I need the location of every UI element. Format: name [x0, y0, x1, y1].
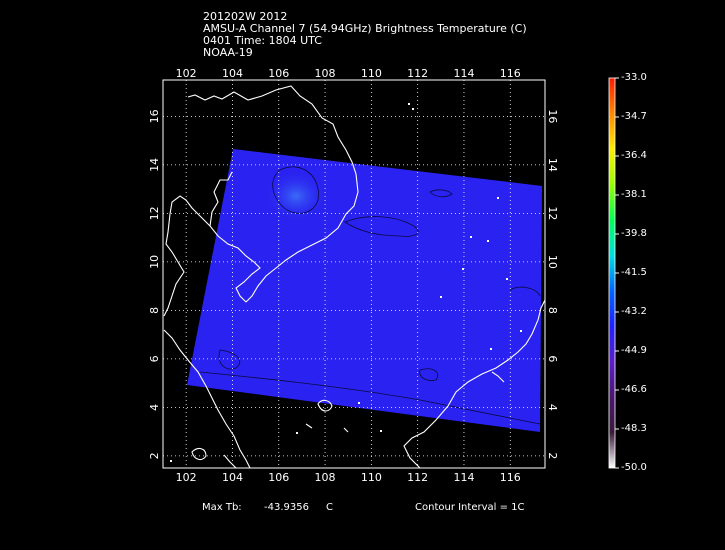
- lat-tick-right-16: 16: [546, 109, 559, 123]
- lat-tick-right-6: 6: [546, 355, 559, 362]
- island-7: [506, 278, 508, 280]
- title-line-channel: AMSU-A Channel 7 (54.94GHz) Brightness T…: [203, 22, 527, 35]
- contour-interval: Contour Interval = 1C: [415, 502, 525, 513]
- lat-tick-right-8: 8: [546, 307, 559, 314]
- lat-tick-left-4: 4: [148, 404, 161, 411]
- island-12: [380, 430, 382, 432]
- brightness-swath: [187, 149, 542, 432]
- lat-tick-left-10: 10: [148, 255, 161, 269]
- lon-tick-labels-top: 102 104 106 108 110 112 114 116: [176, 67, 521, 80]
- colorbar-label: -33.0: [621, 72, 647, 83]
- gridlines: [163, 80, 545, 468]
- island-6: [462, 268, 464, 270]
- lon-tick-labels-bottom: 102 104 106 108 110 112 114 116: [176, 471, 521, 484]
- lat-tick-left-2: 2: [148, 452, 161, 459]
- lat-tick-labels-right: 2 4 6 8 10 12 14 16: [546, 109, 559, 459]
- max-tb-value: -43.9356: [264, 502, 309, 513]
- swath-polygon: [187, 149, 542, 432]
- lat-tick-right-12: 12: [546, 206, 559, 220]
- coastline-segment-9: [305, 423, 313, 429]
- coastline-segment-1: [187, 85, 359, 303]
- title-line-satellite: NOAA-19: [203, 46, 253, 59]
- title-line-date: 201202W 2012: [203, 10, 288, 23]
- lon-tick-bottom-114: 114: [453, 471, 474, 484]
- colorbar: [608, 77, 619, 469]
- lat-tick-left-14: 14: [148, 158, 161, 172]
- colorbar-ramp: [608, 77, 616, 469]
- lon-tick-top-112: 112: [407, 67, 428, 80]
- coastline-segment-10: [343, 427, 349, 433]
- island-14: [170, 460, 172, 462]
- coastline-segment-3: [169, 195, 211, 227]
- lon-tick-top-106: 106: [268, 67, 289, 80]
- title-line-time: 0401 Time: 1804 UTC: [203, 34, 322, 47]
- colorbar-label: -44.9: [621, 345, 647, 356]
- coastline-segment-5: [163, 329, 251, 469]
- colorbar-label: -34.7: [621, 111, 647, 122]
- coastline-segment-8: [317, 399, 333, 412]
- coastline-segment-4: [163, 213, 185, 317]
- lat-tick-right-4: 4: [546, 404, 559, 411]
- lon-tick-top-110: 110: [361, 67, 382, 80]
- lon-tick-top-116: 116: [500, 67, 521, 80]
- lat-tick-right-10: 10: [546, 255, 559, 269]
- max-tb-unit: C: [326, 502, 333, 513]
- lat-tick-left-6: 6: [148, 355, 161, 362]
- colorbar-label: -41.5: [621, 267, 647, 278]
- island-11: [440, 296, 442, 298]
- coastline-segment-11: [191, 447, 207, 461]
- lon-tick-top-102: 102: [176, 67, 197, 80]
- max-tb-label: Max Tb:: [202, 502, 242, 513]
- island-13: [296, 432, 298, 434]
- colorbar-label: -39.8: [621, 228, 647, 239]
- colorbar-label: -46.6: [621, 384, 647, 395]
- island-9: [490, 348, 492, 350]
- lon-tick-top-114: 114: [453, 67, 474, 80]
- lon-tick-bottom-102: 102: [176, 471, 197, 484]
- colorbar-label: -38.1: [621, 189, 647, 200]
- island-2: [412, 108, 414, 110]
- island-8: [520, 330, 522, 332]
- lon-tick-bottom-104: 104: [222, 471, 243, 484]
- lon-tick-top-108: 108: [315, 67, 336, 80]
- lon-tick-bottom-108: 108: [315, 471, 336, 484]
- lon-tick-bottom-106: 106: [268, 471, 289, 484]
- lon-tick-top-104: 104: [222, 67, 243, 80]
- coastline-segment-6: [403, 299, 546, 469]
- coastline-segment-7: [491, 371, 505, 383]
- lon-tick-bottom-116: 116: [500, 471, 521, 484]
- coastlines: [163, 85, 546, 469]
- lat-tick-left-12: 12: [148, 206, 161, 220]
- island-3: [497, 197, 499, 199]
- lon-tick-bottom-110: 110: [361, 471, 382, 484]
- lat-tick-left-8: 8: [148, 307, 161, 314]
- lat-tick-right-14: 14: [546, 158, 559, 172]
- island-1: [408, 103, 410, 105]
- coastline-segment-2: [209, 171, 261, 303]
- lon-tick-bottom-112: 112: [407, 471, 428, 484]
- colorbar-label: -50.0: [621, 462, 647, 473]
- island-5: [487, 240, 489, 242]
- map-frame: [162, 79, 546, 469]
- colorbar-label: -43.2: [621, 306, 647, 317]
- colorbar-label: -36.4: [621, 150, 647, 161]
- lat-tick-right-2: 2: [546, 452, 559, 459]
- plot-title: 201202W 2012 AMSU-A Channel 7 (54.94GHz)…: [203, 11, 527, 59]
- island-10: [358, 402, 360, 404]
- lat-tick-left-16: 16: [148, 109, 161, 123]
- island-4: [470, 236, 472, 238]
- colorbar-label: -48.3: [621, 423, 647, 434]
- lat-tick-labels-left: 2 4 6 8 10 12 14 16: [148, 109, 161, 459]
- coastline-segment-12: [223, 454, 237, 469]
